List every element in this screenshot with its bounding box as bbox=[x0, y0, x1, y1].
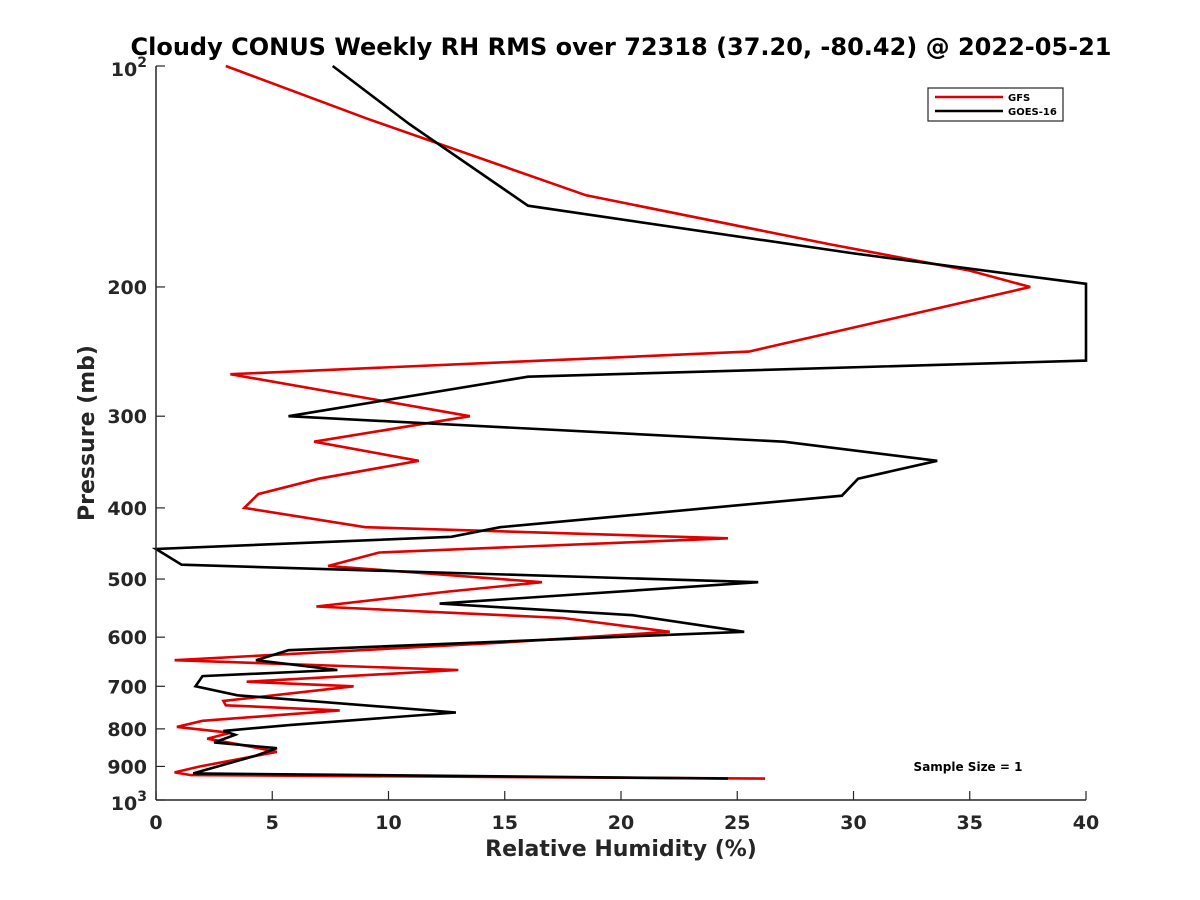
series-line-goes16 bbox=[151, 64, 1088, 780]
y-tick-label-900: 900 bbox=[107, 756, 147, 778]
legend-label-gfs: GFS bbox=[1008, 93, 1030, 104]
y-tick-label-800: 800 bbox=[107, 719, 147, 741]
y-decade-base-100: 10 bbox=[111, 59, 137, 81]
chart-title: Cloudy CONUS Weekly RH RMS over 72318 (3… bbox=[131, 33, 1112, 61]
y-tick-label-300: 300 bbox=[107, 406, 147, 428]
y-axis-label: Pressure (mb) bbox=[75, 345, 100, 521]
x-tick-label-20: 20 bbox=[608, 812, 634, 834]
y-tick-label-400: 400 bbox=[107, 498, 147, 520]
y-decade-base-1000: 10 bbox=[111, 793, 137, 815]
x-tick-label-10: 10 bbox=[375, 812, 401, 834]
y-decade-exp-1000: 3 bbox=[137, 789, 147, 805]
x-tick-label-25: 25 bbox=[724, 812, 750, 834]
x-tick-label-0: 0 bbox=[149, 812, 162, 834]
x-tick-label-30: 30 bbox=[840, 812, 866, 834]
x-tick-label-5: 5 bbox=[266, 812, 279, 834]
x-tick-label-40: 40 bbox=[1073, 812, 1099, 834]
y-decade-exp-100: 2 bbox=[137, 55, 147, 71]
x-axis-label: Relative Humidity (%) bbox=[485, 837, 757, 862]
y-decade-label-100: 102 bbox=[111, 55, 147, 81]
x-tick-label-15: 15 bbox=[492, 812, 518, 834]
y-tick-label-500: 500 bbox=[107, 569, 147, 591]
y-tick-label-200: 200 bbox=[107, 277, 147, 299]
series-line-gfs bbox=[174, 64, 1031, 780]
x-tick-label-35: 35 bbox=[957, 812, 983, 834]
y-tick-label-600: 600 bbox=[107, 627, 147, 649]
y-decade-label-1000: 103 bbox=[111, 789, 147, 815]
legend: GFS GOES-16 bbox=[927, 87, 1064, 122]
legend-box bbox=[927, 87, 1064, 122]
legend-label-goes16: GOES-16 bbox=[1008, 107, 1057, 118]
x-axis-ticks: 0 5 10 15 20 25 30 35 40 bbox=[149, 791, 1099, 834]
sample-size-annotation: Sample Size = 1 bbox=[914, 760, 1023, 774]
plot-area: 0 5 10 15 20 25 30 35 40 200 300 400 500 600 700 800 90… bbox=[107, 55, 1099, 834]
y-tick-label-700: 700 bbox=[107, 676, 147, 698]
series-layer bbox=[151, 64, 1088, 780]
